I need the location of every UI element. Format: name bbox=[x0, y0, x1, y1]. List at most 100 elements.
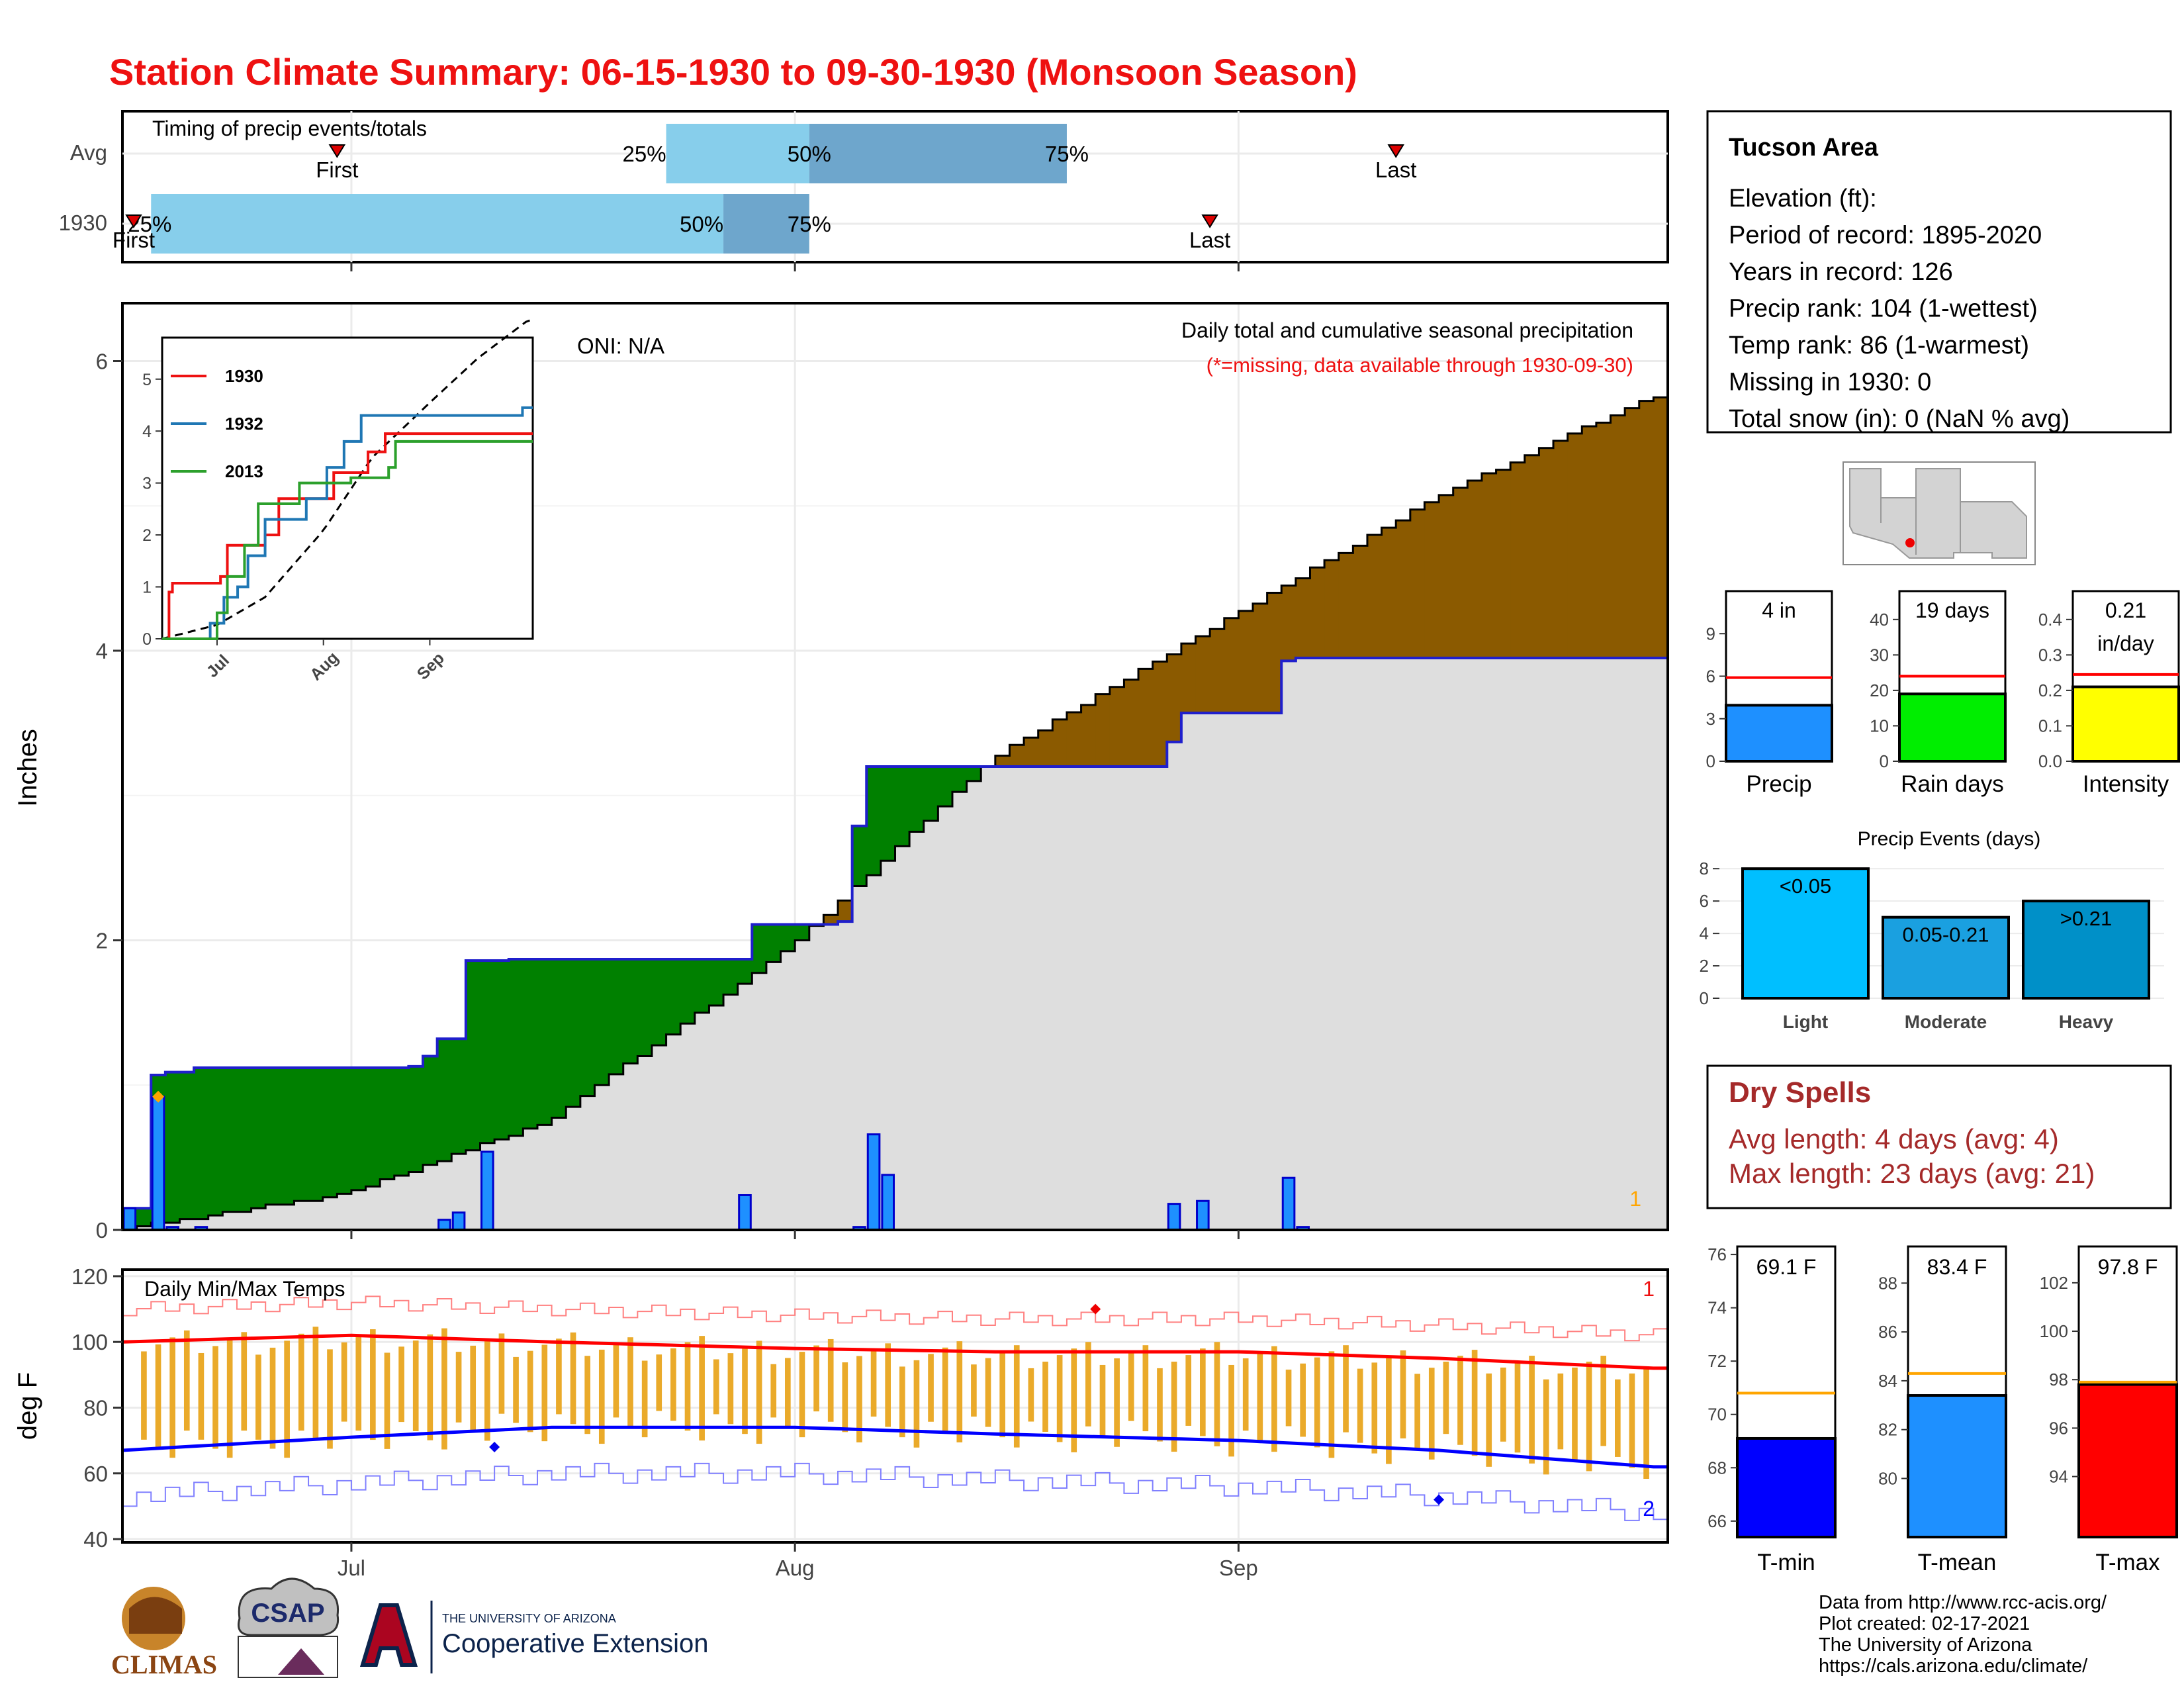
timing-first-label: First bbox=[113, 228, 155, 252]
dry-max: Max length: 23 days (avg: 21) bbox=[1729, 1158, 2095, 1189]
dry-spells-box: Dry Spells Avg length: 4 days (avg: 4) M… bbox=[1706, 1064, 2172, 1209]
temp-range-bar bbox=[1085, 1342, 1091, 1427]
record-low-marker bbox=[489, 1442, 500, 1453]
temp-range-bar bbox=[1314, 1357, 1320, 1448]
temp-range-bar bbox=[1400, 1350, 1406, 1438]
deficit-bar bbox=[1481, 473, 1497, 658]
temp-range-bar bbox=[1114, 1358, 1120, 1447]
temp-range-bar bbox=[384, 1352, 390, 1449]
footer-line-2: Plot created: 02-17-2021 bbox=[1819, 1613, 2030, 1634]
surplus-bar bbox=[551, 959, 567, 1118]
precip-ylabel: Inches bbox=[13, 729, 42, 807]
figure-title: Station Climate Summary: 06-15-1930 to 0… bbox=[109, 51, 1357, 93]
temp-range-bar bbox=[1056, 1355, 1063, 1442]
surplus-bar bbox=[895, 767, 910, 847]
deficit-bar bbox=[1038, 730, 1053, 767]
temp-range-bar bbox=[1285, 1370, 1292, 1427]
temp-range-bar bbox=[1543, 1379, 1549, 1475]
deficit-bar bbox=[1639, 400, 1654, 658]
temp-plot bbox=[122, 1295, 1668, 1521]
record-low-marker-2 bbox=[1433, 1494, 1445, 1505]
surplus-bar bbox=[594, 959, 610, 1086]
surplus-bar bbox=[737, 959, 752, 984]
events-tick-label: 8 bbox=[1700, 859, 1709, 878]
surplus-bar bbox=[465, 961, 481, 1150]
temp-count-max: 1 bbox=[1643, 1277, 1655, 1301]
events-tick-label: 4 bbox=[1700, 923, 1709, 943]
timing-p50-label: 50% bbox=[680, 212, 723, 236]
temp-range-bar bbox=[842, 1362, 848, 1432]
deficit-bar bbox=[1181, 643, 1197, 714]
temp-range-bar bbox=[1357, 1368, 1363, 1443]
deficit-bar bbox=[1152, 661, 1167, 767]
footer-line-1: Data from http://www.rcc-acis.org/ bbox=[1819, 1592, 2107, 1613]
dry-title: Dry Spells bbox=[1729, 1076, 1871, 1109]
events-bar bbox=[2022, 900, 2150, 1000]
temp-range-bar bbox=[942, 1347, 948, 1432]
temp-range-bar bbox=[1185, 1355, 1192, 1426]
station-info-box: Tucson Area Elevation (ft): Period of rec… bbox=[1706, 110, 2172, 434]
timing-bar-25-50 bbox=[666, 124, 809, 183]
timing-p75-label: 75% bbox=[1045, 142, 1089, 166]
deficit-bar bbox=[1138, 669, 1154, 767]
temp-label: Daily Min/Max Temps bbox=[144, 1277, 345, 1301]
record-high-marker bbox=[1090, 1303, 1101, 1315]
inset-ytick-label: 5 bbox=[142, 371, 152, 389]
surplus-bar bbox=[337, 1068, 352, 1194]
info-line: Precip rank: 104 (1-wettest) bbox=[1729, 295, 2038, 323]
surplus-bar bbox=[194, 1068, 209, 1219]
deficit-bar bbox=[1109, 686, 1125, 767]
events-tick-label: 6 bbox=[1700, 891, 1709, 911]
events-bar bbox=[1882, 915, 2010, 1000]
temp-range-bar bbox=[985, 1358, 991, 1427]
inset-ytick-label: 3 bbox=[142, 475, 152, 493]
timing-row-label-year: 1930 bbox=[59, 211, 107, 235]
temp-range-bar bbox=[627, 1337, 633, 1428]
deficit-bar bbox=[1224, 618, 1239, 714]
temp-range-bar bbox=[312, 1327, 319, 1440]
deficit-bar bbox=[995, 755, 1011, 767]
temp-range-bar bbox=[226, 1338, 233, 1458]
deficit-bar bbox=[1081, 705, 1096, 767]
info-frame bbox=[1706, 110, 2172, 434]
temp-range-bar bbox=[670, 1348, 676, 1421]
deficit-bar bbox=[1238, 610, 1253, 714]
deficit-bar bbox=[1610, 415, 1625, 658]
stat-box-tick-label: 9 bbox=[1706, 624, 1715, 643]
temp-box-tick-label: 70 bbox=[1707, 1405, 1727, 1425]
surplus-bar bbox=[380, 1068, 395, 1180]
surplus-bar bbox=[966, 767, 981, 781]
temp-range-bar bbox=[1386, 1356, 1392, 1464]
temp-ytick-label: 80 bbox=[83, 1395, 108, 1420]
temp-range-bar bbox=[1500, 1367, 1506, 1442]
temp-range-bar bbox=[827, 1338, 834, 1422]
deficit-bar bbox=[1424, 502, 1439, 658]
deficit-bar bbox=[1596, 422, 1612, 658]
temp-range-bar bbox=[1343, 1345, 1349, 1432]
info-line: Missing in 1930: 0 bbox=[1729, 369, 1931, 397]
inset-ytick-label: 0 bbox=[142, 630, 152, 649]
temp-range-bar bbox=[1242, 1358, 1249, 1431]
temp-box-name: T-mean bbox=[1918, 1550, 1997, 1575]
temp-range-bar bbox=[799, 1352, 805, 1438]
surplus-bar bbox=[680, 959, 696, 1024]
deficit-bar bbox=[1124, 679, 1139, 767]
temp-range-bar bbox=[1572, 1367, 1578, 1460]
timing-first-marker bbox=[125, 214, 142, 228]
surplus-bar bbox=[165, 1072, 181, 1223]
temp-range-bar bbox=[370, 1329, 376, 1440]
surplus-bar bbox=[637, 959, 653, 1056]
temp-box-bar bbox=[2077, 1383, 2178, 1538]
stat-box-tick-label: 30 bbox=[1870, 645, 1889, 665]
surplus-bar bbox=[723, 959, 739, 995]
temp-range-bar bbox=[856, 1356, 862, 1442]
temp-range-bar bbox=[684, 1342, 691, 1431]
events-bar bbox=[1741, 867, 1870, 1000]
events-bar-label: <0.05 bbox=[1780, 874, 1831, 898]
location-map bbox=[1843, 461, 2036, 565]
temp-box-label: 83.4 F bbox=[1927, 1255, 1987, 1279]
deficit-bar bbox=[1367, 535, 1383, 658]
events-category-label: Heavy bbox=[2059, 1011, 2114, 1032]
